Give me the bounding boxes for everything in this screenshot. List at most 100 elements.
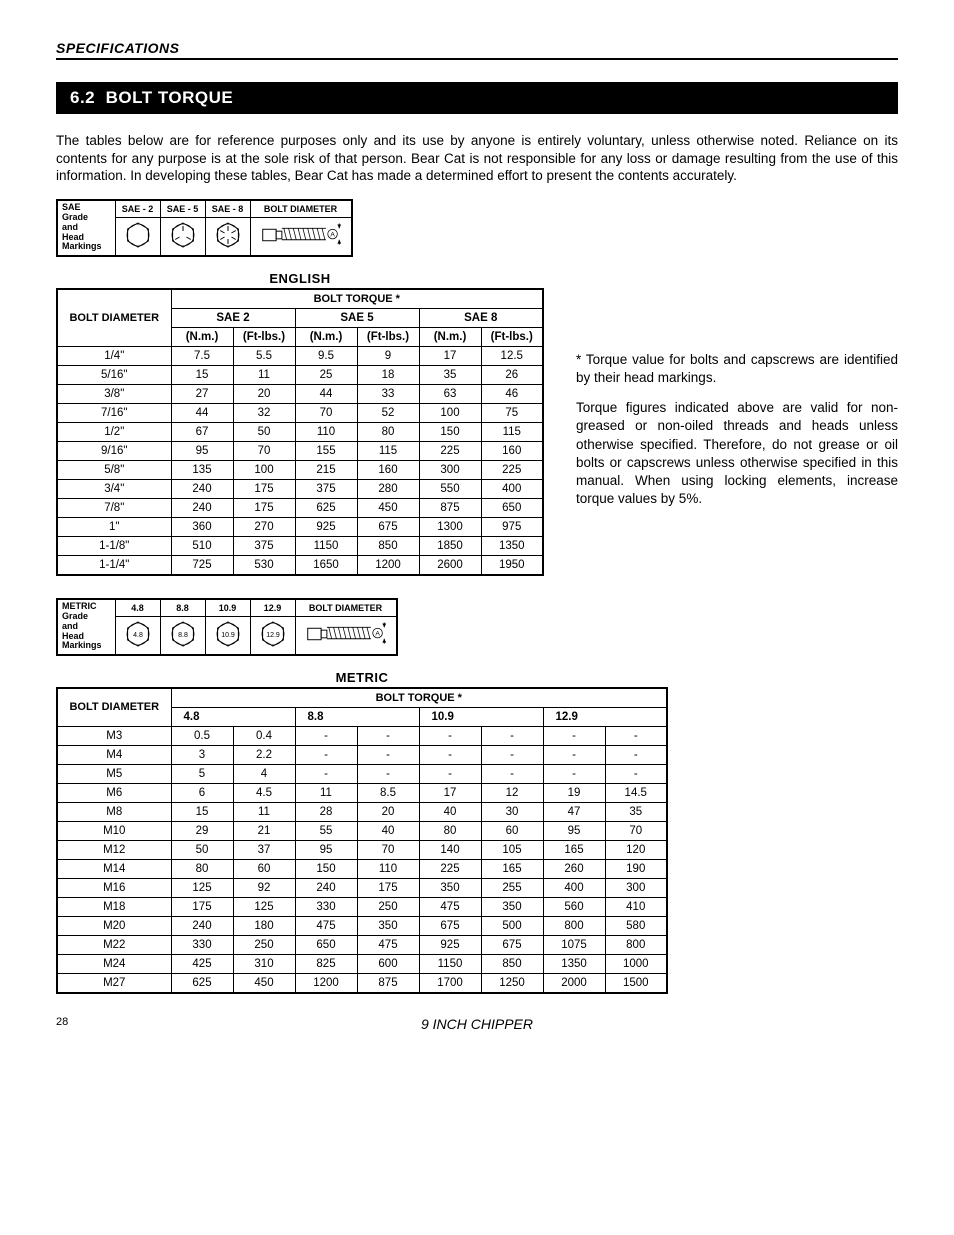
cell-value: 17 [419,783,481,802]
sae-markings-legend: SAEGradeandHeadMarkings SAE - 2 SAE - 5 … [56,199,353,257]
sae-markings-side-label: SAEGradeandHeadMarkings [57,200,115,256]
cell-value: 70 [605,821,667,840]
cell-value: 29 [171,821,233,840]
cell-value: 330 [171,935,233,954]
cell-value: 150 [419,422,481,441]
svg-text:4.8: 4.8 [133,632,143,639]
cell-value: 70 [357,840,419,859]
page-header: SPECIFICATIONS [56,40,898,60]
eng-subheader: (N.m.) [295,327,357,346]
cell-value: 400 [481,479,543,498]
section-heading-bar: 6.2 BOLT TORQUE [56,82,898,114]
sae-col-2: SAE - 8 [205,200,250,218]
note-torque-conditions: Torque figures indicated above are valid… [576,399,898,508]
cell-value: 50 [233,422,295,441]
cell-value: 550 [419,479,481,498]
cell-value: - [295,745,357,764]
cell-value: 15 [171,802,233,821]
section-title: BOLT TORQUE [106,88,234,107]
cell-value: 1950 [481,555,543,575]
cell-bolt-diameter: M8 [57,802,171,821]
cell-value: 4 [233,764,295,783]
footer-doc-title: 9 INCH CHIPPER [421,1016,533,1032]
metric-markings-legend: METRICGradeandHeadMarkings 4.8 8.8 10.9 … [56,598,398,656]
table-row: 1-1/4"7255301650120026001950 [57,555,543,575]
cell-bolt-diameter: 1" [57,517,171,536]
cell-value: 1350 [543,954,605,973]
cell-value: 350 [357,916,419,935]
cell-value: 675 [357,517,419,536]
cell-value: 40 [357,821,419,840]
table-row: M223302506504759256751075800 [57,935,667,954]
cell-value: 37 [233,840,295,859]
hex-129-icon: 12.9 [250,616,295,655]
cell-value: 95 [171,441,233,460]
cell-value: 11 [233,365,295,384]
cell-value: 50 [171,840,233,859]
cell-value: 27 [171,384,233,403]
metric-torque-table: BOLT DIAMETER BOLT TORQUE * 4.88.810.912… [56,687,668,994]
eng-head-torque: BOLT TORQUE * [171,289,543,309]
cell-value: 165 [543,840,605,859]
cell-value: 7.5 [171,346,233,365]
cell-value: 30 [481,802,543,821]
hex-sae8-icon [205,217,250,256]
cell-value: 725 [171,555,233,575]
cell-value: - [357,745,419,764]
cell-value: 19 [543,783,605,802]
table-row: 1"3602709256751300975 [57,517,543,536]
cell-value: 800 [605,935,667,954]
cell-value: 18 [357,365,419,384]
table-row: 5/16"151125183526 [57,365,543,384]
cell-value: 155 [295,441,357,460]
cell-bolt-diameter: 3/8" [57,384,171,403]
cell-value: 0.5 [171,726,233,745]
cell-value: 70 [233,441,295,460]
hex-sae2-icon [115,217,160,256]
cell-value: 25 [295,365,357,384]
cell-value: 625 [171,973,233,993]
cell-value: 67 [171,422,233,441]
eng-grade-1: SAE 5 [295,308,419,327]
cell-value: 175 [233,498,295,517]
cell-value: 11 [295,783,357,802]
cell-value: 2.2 [233,745,295,764]
section-number: 6.2 [70,88,95,107]
svg-text:A: A [375,630,380,637]
met-grade: 12.9 [543,707,667,726]
cell-value: 400 [543,878,605,897]
cell-value: 115 [357,441,419,460]
cell-value: 450 [233,973,295,993]
cell-value: 20 [233,384,295,403]
english-table-title: ENGLISH [56,271,544,286]
cell-value: 350 [481,897,543,916]
cell-value: 110 [357,859,419,878]
met-grade: 4.8 [171,707,295,726]
cell-value: 675 [419,916,481,935]
cell-value: 1150 [295,536,357,555]
cell-value: 800 [543,916,605,935]
table-row: 7/8"240175625450875650 [57,498,543,517]
eng-subheader: (Ft-lbs.) [357,327,419,346]
cell-bolt-diameter: M3 [57,726,171,745]
cell-value: 250 [357,897,419,916]
cell-value: 255 [481,878,543,897]
table-row: M1612592240175350255400300 [57,878,667,897]
note-asterisk: * Torque value for bolts and capscrews a… [576,351,898,387]
cell-value: - [295,726,357,745]
cell-value: 1300 [419,517,481,536]
cell-value: 95 [543,821,605,840]
cell-value: 135 [171,460,233,479]
cell-value: 11 [233,802,295,821]
cell-value: 160 [481,441,543,460]
sae-col-1: SAE - 5 [160,200,205,218]
cell-bolt-diameter: 1/4" [57,346,171,365]
bolt-diameter-icon: A [250,217,352,256]
eng-head-bolt-diameter: BOLT DIAMETER [57,289,171,347]
cell-value: 360 [171,517,233,536]
cell-value: 9 [357,346,419,365]
eng-grade-0: SAE 2 [171,308,295,327]
page-footer: 28 9 INCH CHIPPER [56,1016,898,1036]
cell-value: 70 [295,403,357,422]
cell-value: 47 [543,802,605,821]
